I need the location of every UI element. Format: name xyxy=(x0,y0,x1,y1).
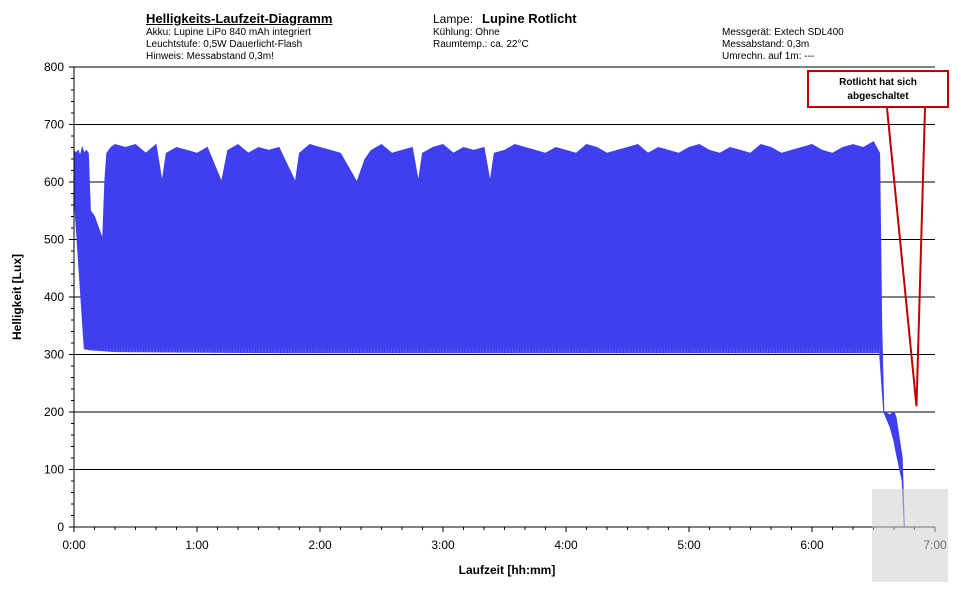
x-tick-label-4: 4:00 xyxy=(554,538,578,552)
y-tick-label-500: 500 xyxy=(44,233,64,247)
series-area xyxy=(73,141,905,528)
callout-box: Rotlicht hat sich abgeschaltet xyxy=(807,70,949,108)
x-tick-label-0: 0:00 xyxy=(62,538,86,552)
y-tick-label-400: 400 xyxy=(44,290,64,304)
callout-text-line2: abgeschaltet xyxy=(847,91,909,102)
x-tick-label-1: 1:00 xyxy=(185,538,209,552)
header-left-line-leuchtstufe: Leuchtstufe: 0,5W Dauerlicht-Flash xyxy=(146,39,303,50)
x-tick-label-6: 6:00 xyxy=(800,538,824,552)
y-tick-label-100: 100 xyxy=(44,463,64,477)
chart-title: Helligkeits-Laufzeit-Diagramm xyxy=(146,11,333,26)
watermark-logo xyxy=(872,489,948,582)
x-axis-title: Laufzeit [hh:mm] xyxy=(459,563,556,577)
header-right-line-umrechnung: Umrechn. auf 1m: --- xyxy=(722,51,815,62)
y-tick-label-800: 800 xyxy=(44,60,64,74)
header-middle-line-raumtemp: Raumtemp.: ca. 22°C xyxy=(433,39,529,50)
tick-labels: 0 100 200 300 400 500 600 700 800 0:00 1:00 2:00 3:0… xyxy=(44,60,947,552)
callout-text-line1: Rotlicht hat sich xyxy=(839,77,917,88)
header-left-line-hinweis: Hinweis: Messabstand 0,3m! xyxy=(146,51,274,62)
x-tick-label-5: 5:00 xyxy=(677,538,701,552)
y-tick-label-600: 600 xyxy=(44,175,64,189)
x-tick-label-3: 3:00 xyxy=(431,538,455,552)
y-tick-label-200: 200 xyxy=(44,405,64,419)
lamp-name: Lupine Rotlicht xyxy=(482,11,577,26)
callout-pointer xyxy=(886,107,926,407)
x-tick-label-2: 2:00 xyxy=(308,538,332,552)
y-tick-label-700: 700 xyxy=(44,118,64,132)
lamp-label: Lampe: xyxy=(433,12,474,26)
header-right-line-messgeraet: Messgerät: Extech SDL400 xyxy=(722,27,844,38)
header-middle-line-kuehlung: Kühlung: Ohne xyxy=(433,27,500,38)
y-tick-label-300: 300 xyxy=(44,348,64,362)
header-right-line-messabstand: Messabstand: 0,3m xyxy=(722,39,810,50)
series-band xyxy=(73,141,905,528)
y-tick-label-0: 0 xyxy=(57,520,64,534)
header-left-line-akku: Akku: Lupine LiPo 840 mAh integriert xyxy=(146,27,312,38)
y-axis-title: Helligkeit [Lux] xyxy=(10,254,24,340)
